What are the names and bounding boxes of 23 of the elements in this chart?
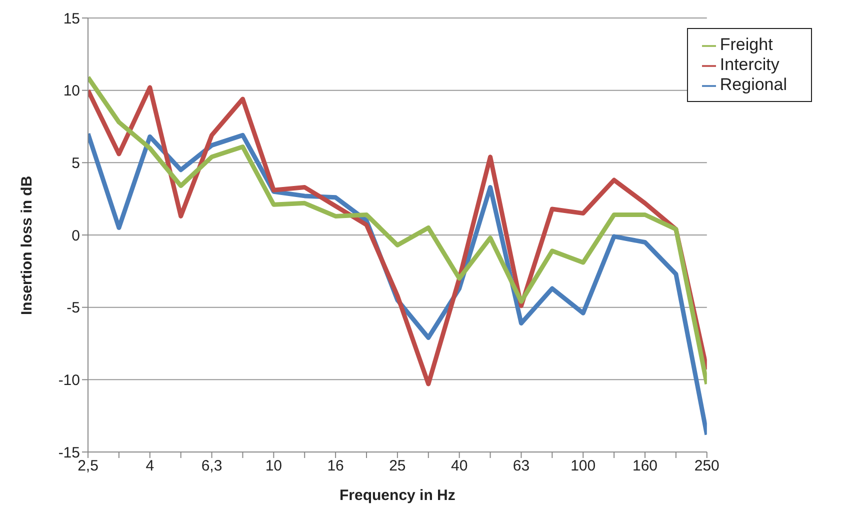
x-tick-label: 160 [632,458,658,475]
x-tick-label: 2,5 [78,458,98,475]
y-tick-label: 5 [72,154,80,172]
x-tick-label: 16 [327,458,344,475]
x-tick-label: 6,3 [201,458,222,475]
legend-label: Freight [720,35,773,54]
legend-label: Intercity [720,55,780,74]
y-tick-label: 15 [63,10,80,28]
x-tick-label: 10 [265,458,282,475]
x-tick-label: 63 [512,458,530,475]
y-tick-label: 0 [72,227,80,244]
y-tick-label: 10 [63,82,80,100]
x-tick-label: 100 [570,458,596,475]
y-tick-label: -15 [58,444,80,462]
x-tick-label: 250 [694,458,720,475]
legend-label: Regional [720,75,787,94]
x-tick-label: 4 [146,458,154,475]
y-axis-title: Insertion loss in dB [18,176,36,315]
y-tick-label: -10 [58,372,80,389]
y-tick-label: -5 [66,300,80,317]
x-tick-label: 40 [450,458,468,475]
x-tick-label: 25 [389,458,406,475]
x-axis-title: Frequency in Hz [340,487,456,504]
